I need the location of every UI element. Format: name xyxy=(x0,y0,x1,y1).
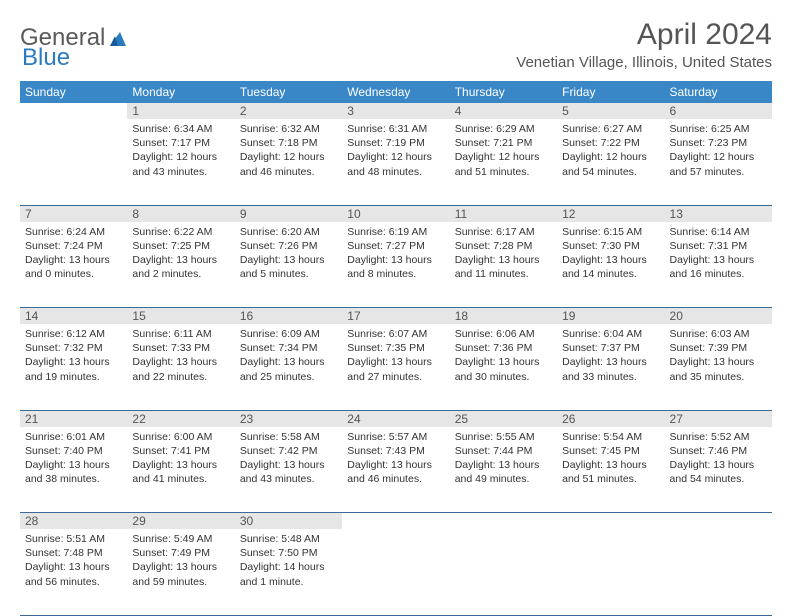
day-number-cell xyxy=(20,103,127,119)
day-number-cell: 10 xyxy=(342,205,449,222)
day-content-cell: Sunrise: 5:57 AMSunset: 7:43 PMDaylight:… xyxy=(342,427,449,513)
weekday-header-row: Sunday Monday Tuesday Wednesday Thursday… xyxy=(20,81,772,103)
day-number-cell: 11 xyxy=(450,205,557,222)
day-number-cell: 8 xyxy=(127,205,234,222)
calendar-page: General April 2024 Venetian Village, Ill… xyxy=(0,0,792,612)
day-number-cell xyxy=(665,513,772,530)
day-content-cell: Sunrise: 6:19 AMSunset: 7:27 PMDaylight:… xyxy=(342,222,449,308)
day-content-cell: Sunrise: 6:22 AMSunset: 7:25 PMDaylight:… xyxy=(127,222,234,308)
day-number-cell xyxy=(342,513,449,530)
day-number-row: 123456 xyxy=(20,103,772,119)
location: Venetian Village, Illinois, United State… xyxy=(516,54,772,71)
day-number-cell: 6 xyxy=(665,103,772,119)
day-content-cell: Sunrise: 6:31 AMSunset: 7:19 PMDaylight:… xyxy=(342,119,449,205)
day-number-row: 14151617181920 xyxy=(20,308,772,325)
header: General April 2024 Venetian Village, Ill… xyxy=(20,18,772,79)
day-number-cell: 29 xyxy=(127,513,234,530)
day-content-cell: Sunrise: 6:34 AMSunset: 7:17 PMDaylight:… xyxy=(127,119,234,205)
day-content-row: Sunrise: 6:01 AMSunset: 7:40 PMDaylight:… xyxy=(20,427,772,513)
calendar-table: Sunday Monday Tuesday Wednesday Thursday… xyxy=(20,81,772,616)
day-content-cell: Sunrise: 6:15 AMSunset: 7:30 PMDaylight:… xyxy=(557,222,664,308)
day-content-cell: Sunrise: 5:49 AMSunset: 7:49 PMDaylight:… xyxy=(127,529,234,615)
day-content-cell: Sunrise: 6:04 AMSunset: 7:37 PMDaylight:… xyxy=(557,324,664,410)
day-content-cell: Sunrise: 5:58 AMSunset: 7:42 PMDaylight:… xyxy=(235,427,342,513)
day-number-cell: 19 xyxy=(557,308,664,325)
day-number-cell xyxy=(557,513,664,530)
day-number-cell: 24 xyxy=(342,410,449,427)
day-number-cell: 21 xyxy=(20,410,127,427)
month-title: April 2024 xyxy=(516,18,772,52)
day-content-cell: Sunrise: 5:51 AMSunset: 7:48 PMDaylight:… xyxy=(20,529,127,615)
day-content-cell: Sunrise: 6:27 AMSunset: 7:22 PMDaylight:… xyxy=(557,119,664,205)
day-number-cell xyxy=(450,513,557,530)
day-content-cell: Sunrise: 6:32 AMSunset: 7:18 PMDaylight:… xyxy=(235,119,342,205)
weekday-header: Sunday xyxy=(20,81,127,103)
day-content-cell xyxy=(20,119,127,205)
day-content-row: Sunrise: 6:24 AMSunset: 7:24 PMDaylight:… xyxy=(20,222,772,308)
day-content-cell: Sunrise: 6:00 AMSunset: 7:41 PMDaylight:… xyxy=(127,427,234,513)
title-block: April 2024 Venetian Village, Illinois, U… xyxy=(516,18,772,79)
day-content-cell: Sunrise: 5:52 AMSunset: 7:46 PMDaylight:… xyxy=(665,427,772,513)
day-content-cell: Sunrise: 6:24 AMSunset: 7:24 PMDaylight:… xyxy=(20,222,127,308)
day-content-row: Sunrise: 6:12 AMSunset: 7:32 PMDaylight:… xyxy=(20,324,772,410)
logo-sail-icon xyxy=(108,28,130,55)
weekday-header: Friday xyxy=(557,81,664,103)
day-content-cell: Sunrise: 6:20 AMSunset: 7:26 PMDaylight:… xyxy=(235,222,342,308)
logo-text-2: Blue xyxy=(22,44,70,72)
day-content-cell: Sunrise: 6:06 AMSunset: 7:36 PMDaylight:… xyxy=(450,324,557,410)
day-number-cell: 25 xyxy=(450,410,557,427)
day-number-cell: 14 xyxy=(20,308,127,325)
day-number-cell: 18 xyxy=(450,308,557,325)
weekday-header: Monday xyxy=(127,81,234,103)
day-content-cell: Sunrise: 6:29 AMSunset: 7:21 PMDaylight:… xyxy=(450,119,557,205)
day-number-cell: 28 xyxy=(20,513,127,530)
day-number-cell: 7 xyxy=(20,205,127,222)
day-content-cell xyxy=(450,529,557,615)
day-content-cell: Sunrise: 6:11 AMSunset: 7:33 PMDaylight:… xyxy=(127,324,234,410)
weekday-header: Thursday xyxy=(450,81,557,103)
day-number-cell: 2 xyxy=(235,103,342,119)
day-content-cell: Sunrise: 6:12 AMSunset: 7:32 PMDaylight:… xyxy=(20,324,127,410)
day-number-cell: 5 xyxy=(557,103,664,119)
day-content-cell: Sunrise: 6:14 AMSunset: 7:31 PMDaylight:… xyxy=(665,222,772,308)
day-number-cell: 20 xyxy=(665,308,772,325)
day-number-cell: 16 xyxy=(235,308,342,325)
day-content-row: Sunrise: 6:34 AMSunset: 7:17 PMDaylight:… xyxy=(20,119,772,205)
calendar-body: 123456Sunrise: 6:34 AMSunset: 7:17 PMDay… xyxy=(20,103,772,615)
day-number-cell: 15 xyxy=(127,308,234,325)
day-number-cell: 13 xyxy=(665,205,772,222)
day-number-cell: 12 xyxy=(557,205,664,222)
day-number-row: 282930 xyxy=(20,513,772,530)
day-number-cell: 26 xyxy=(557,410,664,427)
day-number-cell: 3 xyxy=(342,103,449,119)
day-number-cell: 9 xyxy=(235,205,342,222)
weekday-header: Saturday xyxy=(665,81,772,103)
day-number-cell: 23 xyxy=(235,410,342,427)
day-content-cell: Sunrise: 6:25 AMSunset: 7:23 PMDaylight:… xyxy=(665,119,772,205)
day-number-cell: 22 xyxy=(127,410,234,427)
day-number-row: 21222324252627 xyxy=(20,410,772,427)
day-content-cell xyxy=(557,529,664,615)
day-number-cell: 27 xyxy=(665,410,772,427)
day-number-row: 78910111213 xyxy=(20,205,772,222)
day-number-cell: 4 xyxy=(450,103,557,119)
day-content-cell: Sunrise: 6:07 AMSunset: 7:35 PMDaylight:… xyxy=(342,324,449,410)
day-content-cell: Sunrise: 6:09 AMSunset: 7:34 PMDaylight:… xyxy=(235,324,342,410)
day-content-cell: Sunrise: 6:01 AMSunset: 7:40 PMDaylight:… xyxy=(20,427,127,513)
day-content-cell: Sunrise: 5:55 AMSunset: 7:44 PMDaylight:… xyxy=(450,427,557,513)
day-content-cell xyxy=(342,529,449,615)
day-content-row: Sunrise: 5:51 AMSunset: 7:48 PMDaylight:… xyxy=(20,529,772,615)
day-number-cell: 1 xyxy=(127,103,234,119)
day-content-cell: Sunrise: 6:17 AMSunset: 7:28 PMDaylight:… xyxy=(450,222,557,308)
weekday-header: Wednesday xyxy=(342,81,449,103)
day-number-cell: 17 xyxy=(342,308,449,325)
day-number-cell: 30 xyxy=(235,513,342,530)
day-content-cell: Sunrise: 6:03 AMSunset: 7:39 PMDaylight:… xyxy=(665,324,772,410)
weekday-header: Tuesday xyxy=(235,81,342,103)
day-content-cell: Sunrise: 5:48 AMSunset: 7:50 PMDaylight:… xyxy=(235,529,342,615)
day-content-cell xyxy=(665,529,772,615)
day-content-cell: Sunrise: 5:54 AMSunset: 7:45 PMDaylight:… xyxy=(557,427,664,513)
